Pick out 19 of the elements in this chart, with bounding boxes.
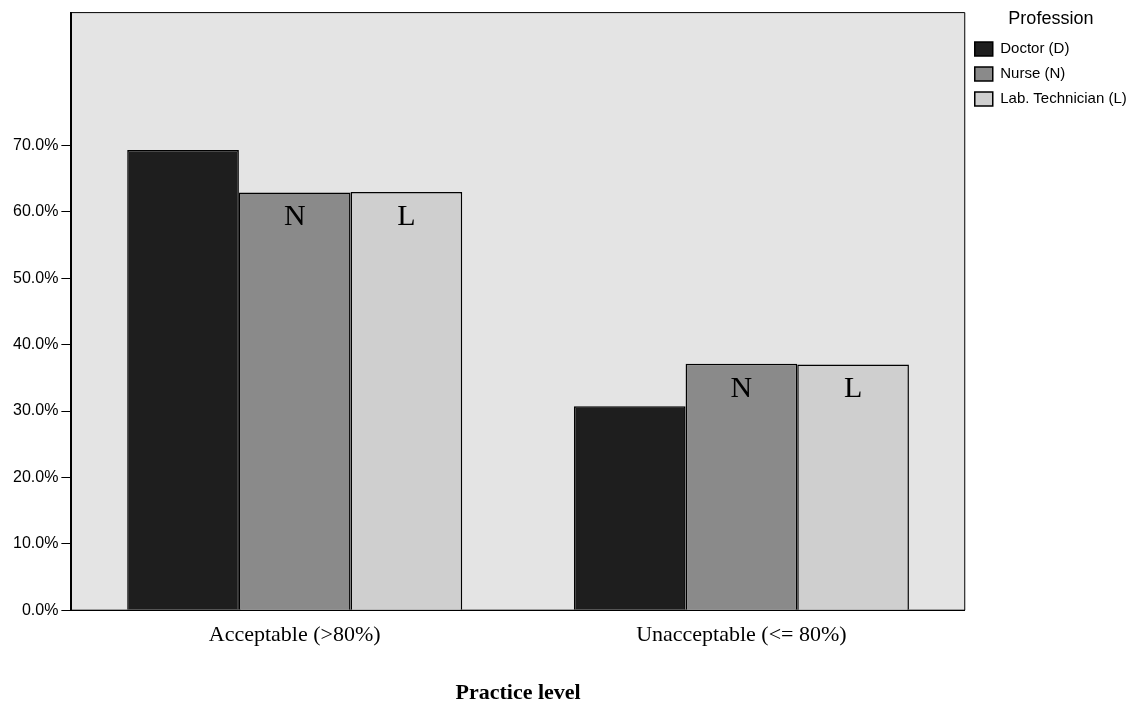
y-tick-label: 30.0% [12,401,59,419]
x-tick-label: Unacceptable (<= 80%) [636,621,847,647]
data-label: L [397,197,416,231]
x-axis-title: Practice level [455,679,581,705]
data-label: L [843,370,863,404]
legend-label: Nurse (N) [1000,64,1066,82]
y-tick-label: 60.0% [12,202,59,220]
y-tick-label: 70.0% [12,135,59,153]
data-label: N [283,198,306,232]
y-tick-label: 10.0% [12,534,59,552]
x-tick-label: Acceptable (>80%) [208,621,381,647]
y-tick-label: 40.0% [12,335,59,353]
y-tick-label: 0.0% [21,600,59,618]
data-label: N [730,369,753,403]
legend-label: Lab. Technician (L) [1000,89,1127,107]
legend-label: Doctor (D) [1000,39,1070,57]
y-tick-label: 20.0% [12,467,59,485]
y-tick-label: 50.0% [12,268,59,286]
legend-title: Profession [1008,7,1094,28]
